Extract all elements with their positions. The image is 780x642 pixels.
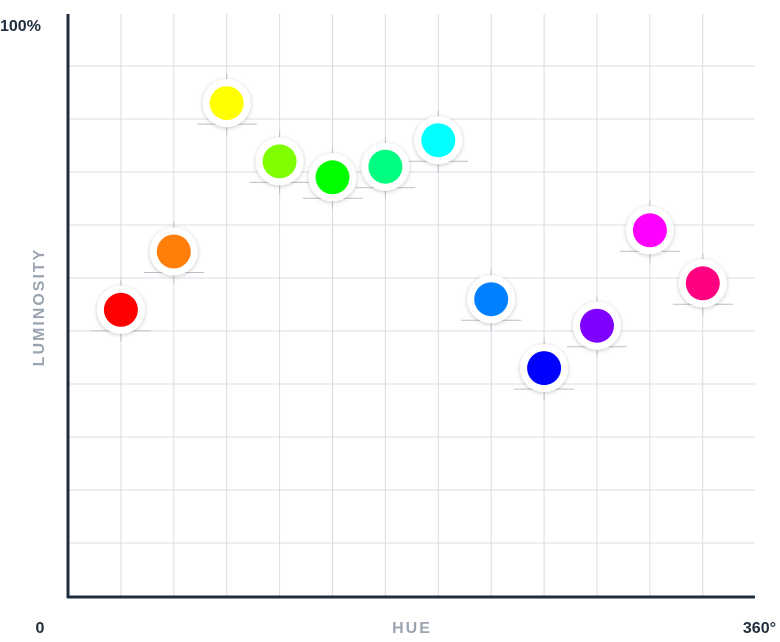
data-points (96, 79, 727, 393)
data-point (685, 266, 720, 301)
data-point (368, 149, 403, 184)
data-point (474, 282, 509, 317)
data-point (209, 86, 244, 121)
data-point (103, 292, 138, 327)
data-point (632, 213, 667, 248)
data-point (262, 144, 297, 179)
x-tick-min: 0 (36, 620, 45, 637)
data-point (156, 234, 191, 269)
x-axis-title: HUE (392, 620, 432, 637)
x-tick-max: 360° (743, 620, 776, 637)
data-point (315, 160, 350, 195)
y-axis-title: LUMINOSITY (31, 248, 48, 367)
data-point (421, 123, 456, 158)
data-point (580, 308, 614, 343)
grid-lines (68, 14, 755, 596)
data-point (527, 351, 562, 386)
y-tick-max: 100% (0, 18, 41, 35)
